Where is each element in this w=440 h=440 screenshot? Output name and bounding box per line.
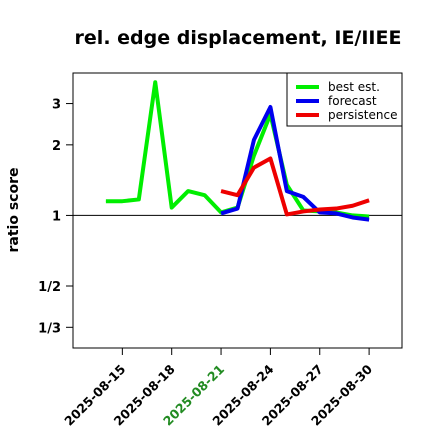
y-tick-label: 1/3: [38, 321, 61, 336]
y-tick-label: 3: [52, 98, 61, 113]
chart-title: rel. edge displacement, IE/IIEE: [75, 27, 402, 49]
plot-frame: [72, 72, 403, 349]
y-tick-label: 1/2: [38, 280, 61, 295]
legend-label: persistence: [328, 108, 397, 122]
legend-label: best est.: [328, 80, 380, 94]
x-axis: 2025-08-152025-08-182025-08-212025-08-24…: [61, 348, 375, 429]
series-line-forecast: [220, 105, 370, 222]
y-tick-label: 2: [52, 139, 61, 154]
y-tick-label: 1: [52, 209, 61, 224]
y-axis-label: ratio score: [6, 168, 22, 253]
legend-label: forecast: [328, 94, 377, 108]
series-line-persistence: [220, 156, 370, 217]
series-group: [105, 80, 370, 222]
y-axis: 3 2 1 1/2 1/3: [38, 98, 73, 336]
